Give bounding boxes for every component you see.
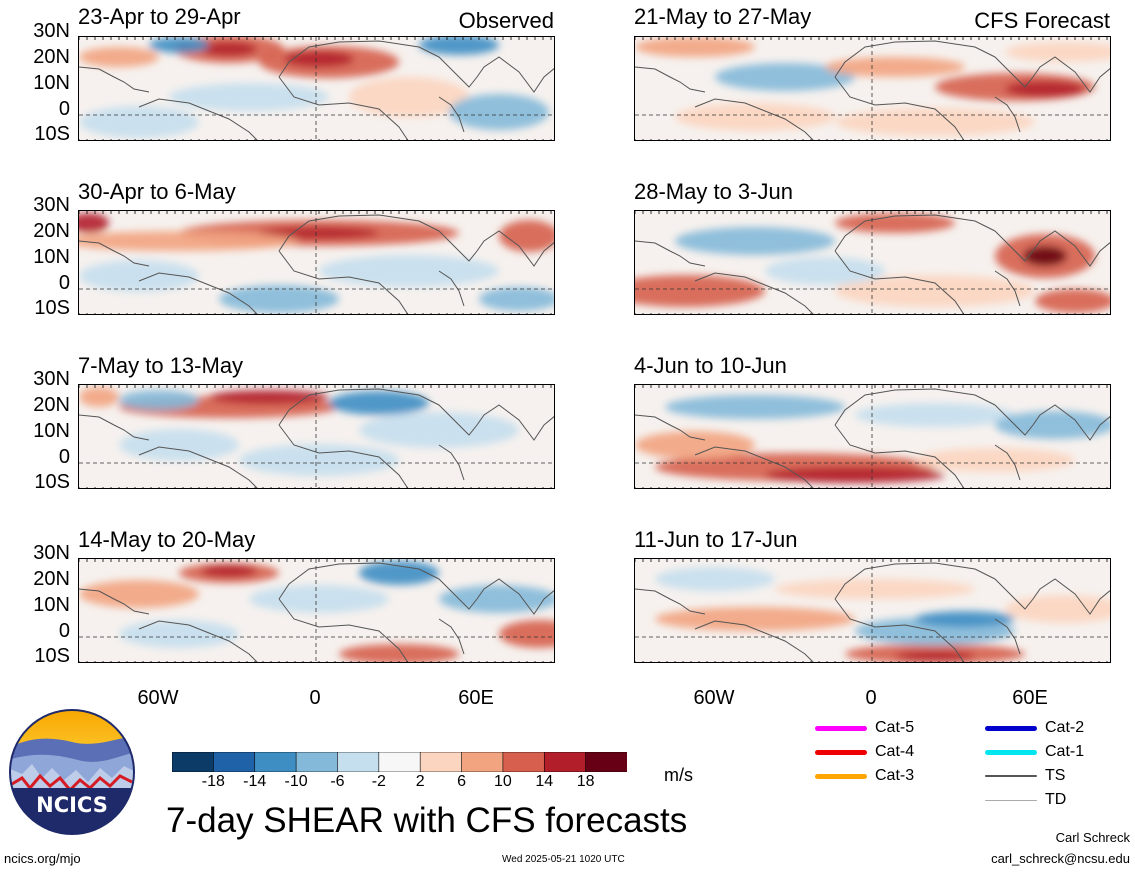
colorbar-tick-label: -14 bbox=[243, 773, 267, 790]
observed-map-2 bbox=[78, 210, 555, 315]
colorbar-swatch bbox=[295, 751, 339, 773]
shear-map bbox=[635, 211, 1110, 314]
forecast-panel-2-title: 28-May to 3-Jun bbox=[634, 179, 793, 204]
track-legend-line bbox=[985, 726, 1037, 731]
track-legend-label: Cat-3 bbox=[875, 767, 915, 784]
colorbar-tick-label: 18 bbox=[576, 773, 595, 790]
lat-label: 10N bbox=[33, 246, 70, 268]
lat-label: 30N bbox=[33, 368, 70, 390]
forecast-panel-4-title: 11-Jun to 17-Jun bbox=[634, 527, 798, 552]
colorbar-tick-label: 6 bbox=[457, 773, 466, 790]
lat-label: 10S bbox=[34, 123, 70, 145]
forecast-panel-3-title: 4-Jun to 10-Jun bbox=[634, 353, 787, 378]
footer-url[interactable]: ncics.org/mjo bbox=[4, 851, 81, 866]
colorbar-units: m/s bbox=[664, 765, 693, 785]
lat-label: 20N bbox=[33, 568, 70, 590]
lat-label: 10S bbox=[34, 297, 70, 319]
colorbar-swatch bbox=[337, 751, 380, 773]
forecast-map-4 bbox=[634, 558, 1111, 663]
logo-text: NCICS bbox=[36, 793, 108, 817]
lon-label-60w-right: 60W bbox=[693, 687, 735, 709]
observed-panel-4-title: 14-May to 20-May bbox=[78, 527, 256, 552]
footer-email[interactable]: carl_schreck@ncsu.edu bbox=[991, 851, 1130, 866]
footer-author: Carl Schreck bbox=[1055, 830, 1130, 845]
colorbar-tick-label: -10 bbox=[284, 773, 308, 790]
lat-label: 10N bbox=[33, 594, 70, 616]
colorbar bbox=[171, 751, 628, 773]
track-legend-line bbox=[985, 750, 1037, 755]
colorbar-swatch bbox=[378, 751, 421, 773]
lon-label-0-right: 0 bbox=[865, 687, 877, 709]
track-legend-label: TS bbox=[1045, 767, 1066, 784]
colorbar-swatch bbox=[461, 751, 504, 773]
shear-map bbox=[79, 211, 554, 314]
ncics-logo: NCICS bbox=[8, 708, 136, 836]
lat-label: 20N bbox=[33, 46, 70, 68]
track-legend-label: Cat-4 bbox=[875, 743, 915, 760]
lon-label-0-left: 0 bbox=[309, 687, 321, 709]
observed-map-3 bbox=[78, 384, 555, 489]
forecast-map-1 bbox=[634, 36, 1111, 141]
colorbar-swatch bbox=[213, 751, 256, 773]
lat-label: 10S bbox=[34, 471, 70, 493]
lon-label-60w-left: 60W bbox=[137, 687, 179, 709]
track-legend-label: TD bbox=[1045, 791, 1067, 808]
lat-label: 30N bbox=[33, 20, 70, 42]
lon-label-60e-left: 60E bbox=[458, 687, 494, 709]
forecast-header: CFS Forecast bbox=[974, 8, 1110, 33]
lat-label: 0 bbox=[58, 98, 70, 120]
lat-label: 10N bbox=[33, 72, 70, 94]
observed-panel-1-title: 23-Apr to 29-Apr bbox=[78, 4, 241, 29]
track-legend-label: Cat-5 bbox=[875, 719, 915, 736]
track-legend-label: Cat-2 bbox=[1045, 719, 1085, 736]
lat-label: 30N bbox=[33, 194, 70, 216]
observed-map-4 bbox=[78, 558, 555, 663]
colorbar-swatch bbox=[254, 751, 297, 773]
colorbar-swatch bbox=[171, 751, 215, 773]
ncics-logo-graphic: NCICS bbox=[9, 709, 135, 835]
forecast-map-3 bbox=[634, 384, 1111, 489]
lon-label-60e-right: 60E bbox=[1012, 687, 1048, 709]
colorbar-tick-label: -2 bbox=[371, 773, 386, 790]
lat-label: 10N bbox=[33, 420, 70, 442]
observed-map-1 bbox=[78, 36, 555, 141]
shear-map bbox=[79, 37, 554, 140]
track-legend-line bbox=[985, 800, 1037, 801]
shear-map bbox=[79, 559, 554, 662]
lat-label: 0 bbox=[58, 272, 70, 294]
footer-timestamp: Wed 2025-05-21 1020 UTC bbox=[502, 854, 625, 865]
observed-header: Observed bbox=[458, 8, 554, 33]
shear-map bbox=[79, 385, 554, 488]
observed-panel-2-title: 30-Apr to 6-May bbox=[78, 179, 236, 204]
lat-label: 30N bbox=[33, 542, 70, 564]
colorbar-tick-label: -6 bbox=[330, 773, 345, 790]
track-legend-line bbox=[815, 750, 867, 755]
main-title: 7-day SHEAR with CFS forecasts bbox=[166, 801, 688, 840]
colorbar-swatch bbox=[502, 751, 546, 773]
shear-map bbox=[635, 385, 1110, 488]
shear-map bbox=[635, 37, 1110, 140]
track-legend-label: Cat-1 bbox=[1045, 743, 1085, 760]
forecast-map-2 bbox=[634, 210, 1111, 315]
observed-panel-3-title: 7-May to 13-May bbox=[78, 353, 244, 378]
colorbar-swatches bbox=[171, 751, 628, 773]
lat-label: 0 bbox=[58, 620, 70, 642]
colorbar-tick-label: -18 bbox=[201, 773, 225, 790]
lat-label: 10S bbox=[34, 645, 70, 667]
forecast-panel-1-title: 21-May to 27-May bbox=[634, 4, 812, 29]
lat-label: 20N bbox=[33, 220, 70, 242]
colorbar-swatch bbox=[419, 751, 463, 773]
colorbar-tick-label: 10 bbox=[494, 773, 512, 790]
colorbar-tick-label: 14 bbox=[535, 773, 554, 790]
colorbar-tick-label: 2 bbox=[415, 773, 425, 790]
colorbar-swatch bbox=[543, 751, 587, 773]
lat-label: 20N bbox=[33, 394, 70, 416]
lat-label: 0 bbox=[58, 446, 70, 468]
shear-map bbox=[635, 559, 1110, 662]
colorbar-swatch bbox=[585, 751, 628, 773]
track-legend-line bbox=[815, 774, 867, 779]
track-legend-line bbox=[815, 726, 867, 731]
track-legend-line bbox=[985, 775, 1037, 777]
